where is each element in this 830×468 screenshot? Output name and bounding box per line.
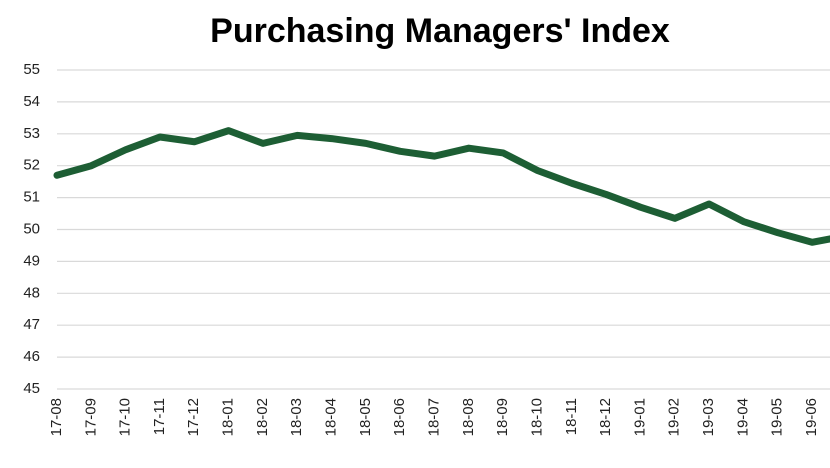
y-tick-label: 55 <box>23 61 40 78</box>
x-tick-label: 19-05 <box>769 398 786 436</box>
x-tick-label: 18-03 <box>288 398 305 436</box>
y-tick-label: 51 <box>23 189 40 206</box>
y-tick-label: 48 <box>23 284 40 301</box>
x-tick-label: 18-12 <box>597 398 614 436</box>
x-tick-label: 19-06 <box>803 398 820 436</box>
x-tick-label: 18-01 <box>220 398 237 436</box>
y-tick-label: 54 <box>23 93 40 110</box>
x-tick-label: 18-04 <box>323 398 340 436</box>
x-tick-label: 17-10 <box>117 398 134 436</box>
data-line <box>53 127 830 246</box>
y-tick-label: 53 <box>23 125 40 142</box>
y-tick-label: 50 <box>23 220 40 237</box>
y-tick-label: 49 <box>23 252 40 269</box>
x-tick-label: 19-01 <box>631 398 648 436</box>
x-tick-label: 18-09 <box>494 398 511 436</box>
y-tick-label: 47 <box>23 316 40 333</box>
x-tick-label: 18-11 <box>563 398 580 435</box>
y-tick-label: 46 <box>23 348 40 365</box>
x-tick-label: 17-12 <box>185 398 202 436</box>
x-tick-label: 18-10 <box>528 398 545 436</box>
y-tick-label: 52 <box>23 157 40 174</box>
x-tick-label: 19-04 <box>734 398 751 436</box>
x-tick-label: 18-08 <box>460 398 477 436</box>
y-tick-label: 45 <box>23 380 40 397</box>
x-tick-label: 17-11 <box>151 398 168 435</box>
x-tick-label: 18-06 <box>391 398 408 436</box>
x-tick-label: 18-02 <box>254 398 271 436</box>
x-tick-label: 17-08 <box>48 398 65 436</box>
x-tick-label: 17-09 <box>82 398 99 436</box>
x-tick-label: 19-02 <box>666 398 683 436</box>
x-tick-label: 18-05 <box>357 398 374 436</box>
chart-title: Purchasing Managers' Index <box>210 12 670 50</box>
x-tick-label: 18-07 <box>425 398 442 436</box>
x-tick-label: 19-03 <box>700 398 717 436</box>
